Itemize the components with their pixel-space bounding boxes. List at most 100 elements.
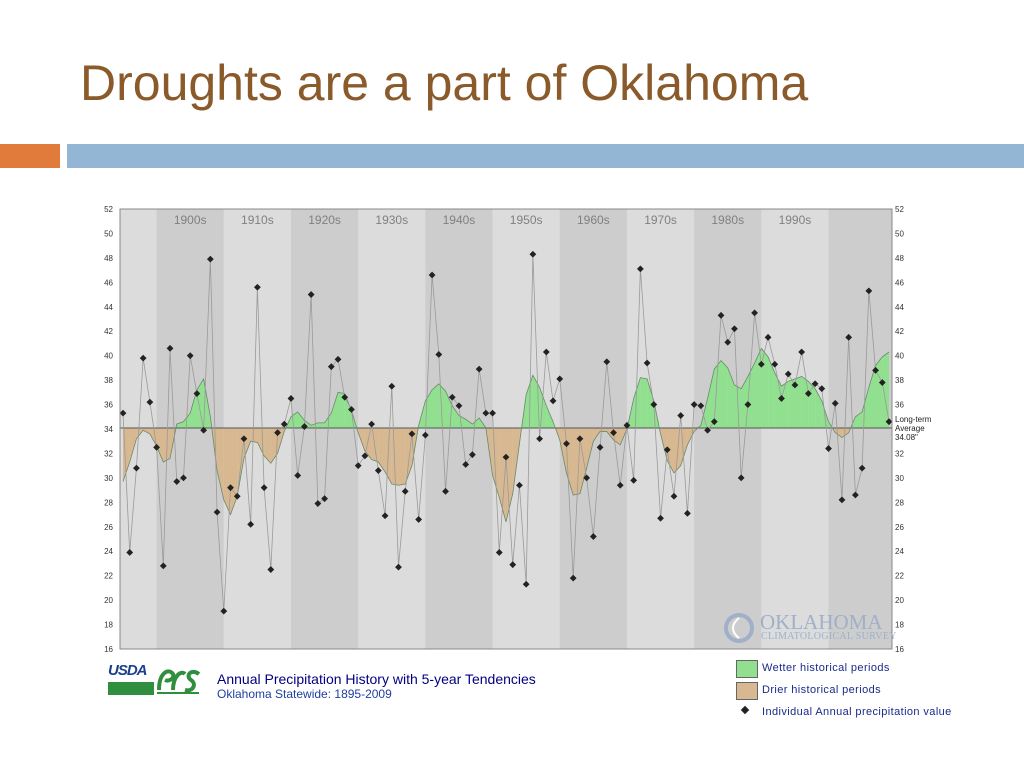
data-point — [636, 265, 644, 273]
data-point — [751, 309, 759, 317]
data-point — [180, 474, 187, 482]
wet-fill — [465, 419, 473, 429]
data-point — [455, 402, 463, 410]
wet-fill — [297, 411, 305, 429]
wet-fill — [761, 348, 769, 429]
data-point — [146, 398, 154, 406]
wet-fill — [821, 400, 829, 429]
legend-label-dry: Drier historical periods — [762, 684, 882, 696]
data-point — [522, 580, 530, 588]
chart-title: Annual Precipitation History with 5-year… — [217, 671, 536, 687]
dry-fill — [230, 428, 238, 515]
data-point — [724, 338, 732, 346]
wet-fill — [472, 418, 480, 429]
y-tick-label-left: 46 — [104, 278, 113, 287]
data-point — [200, 426, 208, 434]
data-point — [267, 566, 275, 573]
decade-label: 1970s — [644, 213, 677, 227]
data-point — [287, 395, 295, 402]
legend-label-wet: Wetter historical periods — [762, 662, 890, 674]
y-tick-label-right: 24 — [895, 547, 904, 556]
data-point — [710, 418, 718, 426]
data-point — [596, 443, 604, 451]
y-tick-label-left: 52 — [104, 205, 113, 214]
wet-fill — [781, 381, 789, 429]
data-point — [784, 370, 792, 378]
decade-label: 1920s — [308, 213, 341, 227]
y-tick-label-right: 30 — [895, 474, 904, 483]
y-tick-label-left: 20 — [104, 596, 113, 605]
data-point — [139, 354, 147, 362]
y-tick-label-right: 52 — [895, 205, 904, 214]
data-point — [529, 250, 537, 258]
nrcs-logo-icon — [157, 669, 201, 694]
y-tick-label-right: 26 — [895, 523, 904, 532]
decade-label: 1980s — [711, 213, 744, 227]
dry-fill — [841, 428, 849, 438]
dry-fill — [250, 428, 258, 443]
legend-swatch-wet — [736, 660, 758, 678]
decade-label: 1940s — [443, 213, 476, 227]
data-point — [173, 478, 181, 485]
wet-fill — [768, 356, 775, 429]
chart-subtitle: Oklahoma Statewide: 1895-2009 — [217, 687, 392, 701]
data-point — [206, 255, 214, 263]
data-point — [536, 435, 543, 443]
data-point — [428, 271, 436, 279]
data-point — [159, 562, 167, 570]
wet-fill — [647, 378, 654, 429]
data-point — [643, 359, 651, 367]
data-point — [556, 375, 564, 383]
plot-frame — [119, 208, 893, 650]
data-point — [717, 311, 725, 319]
dry-fill — [593, 428, 601, 442]
data-point — [489, 409, 496, 417]
decade-label: 1900s — [174, 213, 207, 227]
data-point — [448, 393, 456, 401]
decade-band — [290, 209, 359, 649]
data-point — [771, 360, 779, 368]
data-point — [569, 574, 577, 582]
y-tick-label-right: 48 — [895, 254, 904, 263]
dry-fill — [506, 428, 513, 522]
wet-fill — [721, 360, 728, 429]
data-point — [630, 476, 638, 484]
wet-fill — [741, 376, 748, 429]
data-point — [213, 508, 221, 516]
y-tick-label-right: 50 — [895, 229, 904, 238]
average-label: 34.08" — [895, 433, 918, 442]
wet-fill — [882, 352, 889, 429]
data-point — [563, 440, 570, 448]
data-point — [421, 431, 429, 439]
data-point — [469, 451, 476, 459]
data-point — [616, 481, 624, 489]
slide-title: Droughts are a part of Oklahoma — [80, 55, 809, 111]
data-point — [811, 380, 819, 388]
data-point — [670, 492, 678, 500]
ocs-logo-subtitle: CLIMATOLOGICAL SURVEY — [761, 631, 897, 642]
data-point — [314, 500, 322, 507]
y-tick-label-left: 28 — [104, 498, 113, 507]
dry-fill — [264, 428, 271, 464]
tendency-line-group — [122, 347, 890, 522]
data-point — [260, 484, 268, 492]
data-point — [757, 360, 765, 368]
data-point — [327, 363, 335, 371]
decade-band — [425, 209, 493, 649]
data-point — [247, 520, 255, 528]
y-tick-label-left: 30 — [104, 474, 113, 483]
data-point — [395, 563, 402, 571]
dry-fill — [129, 428, 137, 462]
y-tick-label-left: 50 — [104, 229, 113, 238]
y-tick-label-right: 18 — [895, 621, 904, 630]
accent-bar-orange — [0, 144, 60, 168]
y-tick-label-right: 46 — [895, 278, 904, 287]
data-point — [133, 464, 140, 472]
y-tick-label-right: 20 — [895, 596, 904, 605]
data-point — [690, 401, 698, 408]
decade-band — [761, 209, 829, 649]
data-point — [804, 390, 812, 397]
data-point — [872, 366, 879, 374]
dry-fill — [391, 428, 399, 486]
